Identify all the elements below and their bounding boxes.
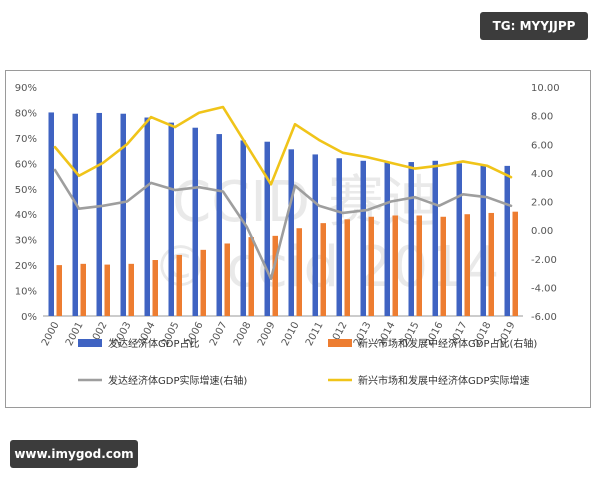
legend-label: 新兴市场和发展中经济体GDP实际增速 — [358, 374, 529, 387]
y-tick-label: 0% — [21, 312, 37, 323]
bar-emerging-share — [392, 215, 398, 316]
bar-developed-share — [72, 113, 78, 316]
bar-developed-share — [432, 160, 438, 316]
y-tick-label: 30% — [15, 236, 37, 247]
bar-developed-share — [48, 112, 54, 316]
y-tick-label: 80% — [15, 108, 37, 119]
bar-developed-share — [192, 127, 198, 317]
legend-label: 新兴市场和发展中经济体GDP占比(右轴) — [358, 337, 537, 350]
bar-developed-share — [144, 117, 150, 316]
y-tick-label: 50% — [15, 185, 37, 196]
legend-swatch — [328, 339, 352, 347]
watermark-line1: CCID 赛迪 — [172, 170, 440, 235]
bar-emerging-share — [176, 254, 182, 316]
x-tick-label: 2010 — [280, 320, 302, 348]
y2-tick-label: 0.00 — [531, 226, 553, 237]
bar-emerging-share — [416, 215, 422, 316]
tg-badge: TG: MYYJJPP — [480, 12, 588, 40]
bar-emerging-share — [464, 214, 470, 316]
x-tick-label: 2011 — [304, 320, 326, 348]
bar-emerging-share — [440, 216, 446, 316]
line-emerging-growth — [53, 105, 513, 186]
y2-tick-label: -2.00 — [531, 255, 557, 266]
legend-label: 发达经济体GDP实际增速(右轴) — [108, 374, 247, 387]
chart: CCID 赛迪 © ccid 2014 0%10%20%30%40%50%60%… — [15, 83, 560, 387]
legend-swatch — [78, 339, 102, 347]
bar-emerging-share — [296, 228, 302, 316]
x-tick-label: 2000 — [40, 320, 62, 348]
bar-emerging-share — [368, 216, 374, 316]
bar-emerging-share — [320, 223, 326, 316]
bar-emerging-share — [224, 243, 230, 316]
y2-tick-label: 8.00 — [531, 112, 553, 123]
bar-developed-share — [360, 160, 366, 316]
bar-developed-share — [312, 154, 318, 316]
bar-emerging-share — [272, 235, 278, 316]
bar-developed-share — [264, 141, 270, 316]
x-tick-label: 2007 — [208, 320, 230, 348]
bar-developed-share — [480, 164, 486, 316]
x-tick-label: 2009 — [256, 320, 278, 348]
y-tick-label: 60% — [15, 159, 37, 170]
y-tick-label: 20% — [15, 261, 37, 272]
bar-developed-share — [168, 122, 174, 316]
y2-tick-label: -4.00 — [531, 283, 557, 294]
lines — [53, 105, 513, 281]
site-badge: www.imygod.com — [10, 440, 138, 468]
bar-emerging-share — [488, 212, 494, 316]
bar-developed-share — [288, 149, 294, 316]
bar-emerging-share — [80, 263, 86, 316]
bars — [48, 112, 518, 317]
bar-emerging-share — [512, 211, 518, 316]
y2-tick-label: 2.00 — [531, 198, 553, 209]
x-tick-label: 2008 — [232, 320, 254, 348]
chart-container: CCID 赛迪 © ccid 2014 0%10%20%30%40%50%60%… — [5, 70, 591, 408]
bar-developed-share — [456, 163, 462, 316]
line-developed-growth — [53, 168, 513, 281]
bar-developed-share — [216, 134, 222, 316]
bar-emerging-share — [248, 237, 254, 316]
bar-developed-share — [504, 165, 510, 316]
bar-emerging-share — [200, 249, 206, 316]
bar-emerging-share — [344, 219, 350, 316]
bar-developed-share — [384, 162, 390, 316]
y2-tick-label: 10.00 — [531, 83, 560, 94]
y2-tick-label: -6.00 — [531, 312, 557, 323]
y-tick-label: 90% — [15, 83, 37, 94]
bar-emerging-share — [128, 263, 134, 316]
y-tick-label: 40% — [15, 210, 37, 221]
bar-developed-share — [120, 113, 126, 316]
bar-developed-share — [240, 140, 246, 316]
bar-developed-share — [336, 158, 342, 316]
bar-emerging-share — [104, 264, 110, 316]
bar-developed-share — [408, 162, 414, 316]
bar-developed-share — [96, 112, 102, 316]
legend-label: 发达经济体GDP占比 — [108, 337, 199, 350]
y2-tick-label: 4.00 — [531, 169, 553, 180]
y2-tick-label: 6.00 — [531, 140, 553, 151]
bar-emerging-share — [152, 260, 158, 316]
y-tick-label: 10% — [15, 287, 37, 298]
legend: 发达经济体GDP占比 新兴市场和发展中经济体GDP占比(右轴) 发达经济体GDP实际… — [78, 337, 537, 387]
y-tick-label: 70% — [15, 134, 37, 145]
bar-emerging-share — [56, 265, 62, 316]
